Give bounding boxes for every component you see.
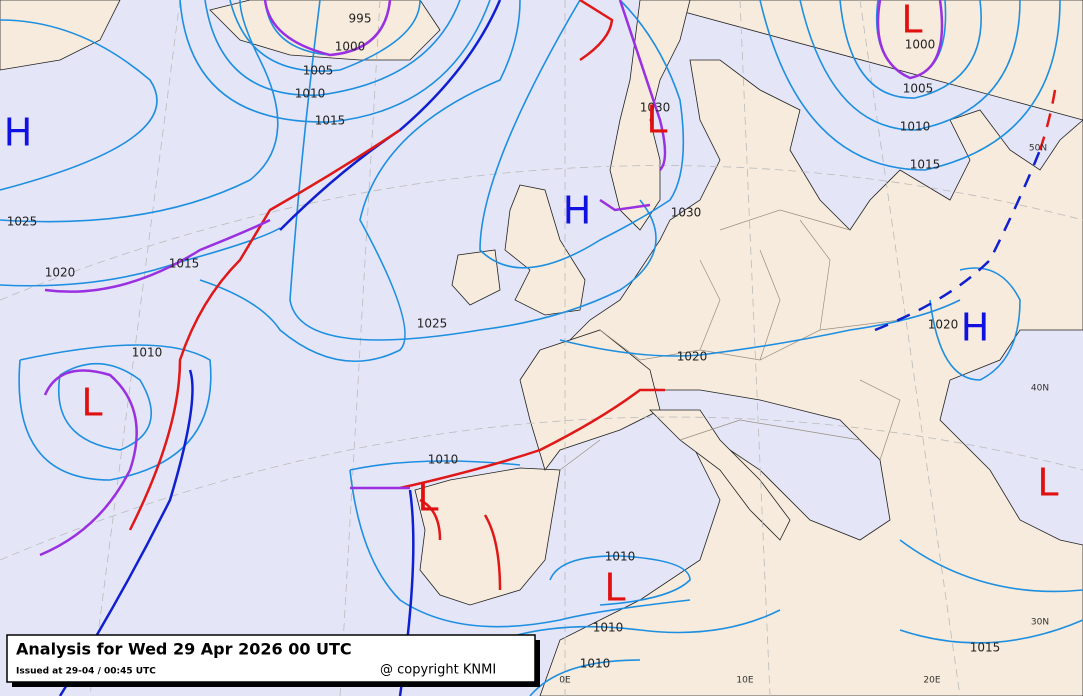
graticule-label: 50N — [1029, 144, 1047, 154]
isobar-label: 1005 — [303, 64, 334, 78]
ireland-land — [451, 249, 501, 306]
isobar-label: 1010 — [295, 87, 326, 101]
pressure-system: L — [901, 0, 922, 42]
map-title: Analysis for Wed 29 Apr 2026 00 UTC — [16, 640, 352, 659]
isobar-label: 1010 — [900, 120, 931, 134]
france-land — [519, 329, 661, 471]
isobar — [229, 0, 421, 72]
isobar — [199, 0, 521, 362]
isobar-label: 1015 — [169, 257, 200, 271]
isobar-label: 1025 — [7, 215, 38, 229]
isobar-label: 1025 — [417, 317, 448, 331]
isobar-label: 1005 — [903, 82, 934, 96]
isobar — [0, 0, 279, 223]
pressure-system: L — [1037, 461, 1058, 505]
pressure-system: H — [961, 306, 990, 350]
pressure-system: L — [604, 566, 625, 610]
isobar-label: 1030 — [640, 101, 671, 115]
pressure-systems: H L L H H L L L L — [4, 0, 1059, 610]
pressure-system: H — [563, 189, 592, 233]
isobar — [899, 539, 1083, 593]
country-borders — [559, 209, 901, 471]
greenland-land — [0, 0, 121, 71]
stationary-front — [874, 149, 1042, 332]
isobar-label: 1020 — [928, 318, 959, 332]
isobar-label: 1010 — [132, 346, 163, 360]
isobar-label: 1020 — [45, 266, 76, 280]
isobar — [289, 0, 657, 341]
isobar-label: 995 — [349, 12, 372, 26]
isobar — [58, 362, 152, 451]
graticule-label: 0E — [559, 676, 571, 686]
isobar — [549, 555, 691, 606]
isobar-label: 1015 — [315, 114, 346, 128]
isobar — [479, 0, 685, 269]
uk-land — [504, 184, 586, 316]
occluded-front — [39, 0, 944, 557]
graticule-labels: 50N 40N 30N 0E 10E 20E — [559, 144, 1049, 686]
copyright: @ copyright KNMI — [380, 663, 496, 678]
graticule-label: 40N — [1031, 384, 1049, 394]
title-box — [6, 634, 536, 683]
isobar — [18, 344, 212, 481]
isobar — [499, 609, 781, 641]
isobar-label: 1010 — [428, 453, 459, 467]
scandinavia-land — [609, 0, 691, 231]
warm-front — [128, 0, 665, 591]
isobar-label: 1000 — [335, 40, 366, 54]
graticule-label: 10E — [736, 676, 753, 686]
isobar — [204, 0, 461, 96]
pressure-system: L — [646, 98, 667, 142]
isobar — [839, 0, 982, 99]
isobar — [529, 659, 641, 696]
isobar-label: 1000 — [905, 38, 936, 52]
isobar — [929, 267, 1021, 381]
isobar — [179, 0, 491, 123]
iberia-land — [414, 467, 561, 606]
pressure-system: L — [81, 381, 102, 425]
isobar-label: 1015 — [970, 641, 1001, 655]
issued-note: Issued at 29-04 / 00:45 UTC — [16, 667, 156, 677]
isobar-label: 1010 — [605, 550, 636, 564]
stationary-front — [1038, 89, 1057, 151]
isobar-label: 1010 — [580, 657, 611, 671]
isobar-label: 1030 — [671, 206, 702, 220]
isobar-label: 1010 — [593, 621, 624, 635]
pressure-system: H — [4, 111, 33, 155]
isobar — [559, 299, 961, 357]
italy-land — [649, 409, 791, 541]
isobar — [759, 0, 1061, 171]
isobar — [799, 0, 1021, 131]
graticule-label: 30N — [1031, 618, 1049, 628]
pressure-system: L — [417, 476, 438, 520]
isobar-label: 1020 — [677, 350, 708, 364]
graticule-label: 20E — [923, 676, 940, 686]
isobar-labels: 9951000100510101015102510201015101010251… — [7, 12, 1001, 671]
isobar — [0, 19, 158, 191]
isobar-label: 1015 — [910, 158, 941, 172]
isobar — [899, 619, 1083, 644]
